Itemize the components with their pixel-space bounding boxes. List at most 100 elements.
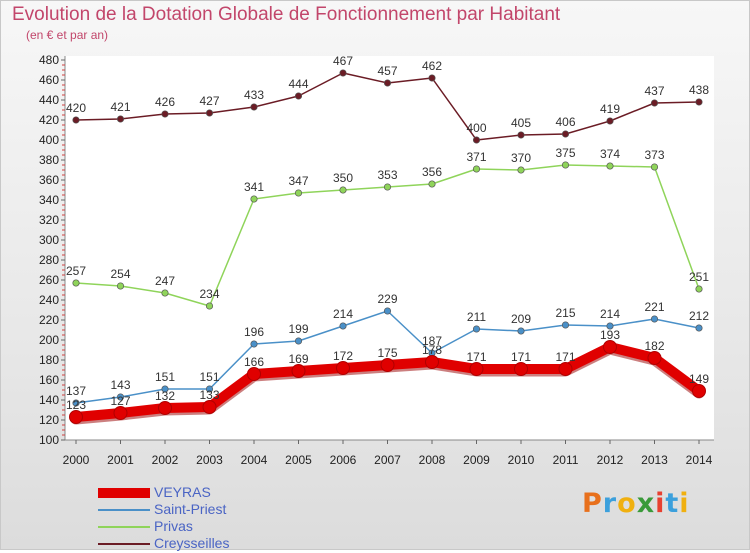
- data-point-veyras: [425, 355, 439, 369]
- data-point-veyras: [692, 384, 706, 398]
- y-tick-label: 480: [39, 53, 59, 67]
- data-label-saint-priest: 214: [333, 307, 353, 321]
- data-point-saint-priest: [650, 315, 659, 323]
- data-label-saint-priest: 187: [422, 334, 442, 348]
- data-label-creysseilles: 405: [511, 116, 531, 130]
- data-point-veyras: [514, 362, 528, 376]
- data-label-privas: 247: [155, 274, 175, 288]
- data-label-veyras: 166: [244, 355, 264, 369]
- data-label-creysseilles: 457: [377, 64, 397, 78]
- y-tick-label: 160: [39, 373, 59, 387]
- logo-letter: x: [636, 488, 656, 519]
- proxiti-logo: Proxiti: [582, 488, 690, 519]
- data-point-saint-priest: [606, 322, 614, 330]
- data-point-privas: [650, 163, 659, 171]
- data-label-creysseilles: 421: [110, 100, 130, 114]
- logo-letter: o: [617, 488, 637, 519]
- data-label-saint-priest: 211: [467, 310, 486, 324]
- data-label-creysseilles: 433: [244, 88, 264, 102]
- y-tick-label: 200: [39, 333, 59, 347]
- x-tick-label: 2007: [374, 453, 401, 467]
- data-point-creysseilles: [472, 136, 481, 144]
- data-point-veyras: [247, 367, 261, 381]
- data-point-saint-priest: [517, 327, 525, 335]
- data-point-creysseilles: [428, 74, 436, 82]
- data-point-privas: [428, 180, 436, 188]
- x-tick-label: 2001: [107, 453, 134, 467]
- data-point-veyras: [336, 361, 350, 375]
- data-point-saint-priest: [205, 385, 214, 393]
- data-point-privas: [695, 285, 703, 293]
- data-label-saint-priest: 137: [66, 384, 86, 398]
- x-tick-label: 2005: [285, 453, 312, 467]
- data-label-veyras: 149: [689, 372, 709, 386]
- data-point-privas: [161, 289, 169, 297]
- data-label-veyras: 175: [377, 346, 397, 360]
- y-tick-label: 260: [39, 273, 59, 287]
- y-tick-label: 220: [39, 313, 59, 327]
- data-label-saint-priest: 151: [155, 370, 175, 384]
- data-label-creysseilles: 462: [422, 59, 442, 73]
- data-point-saint-priest: [161, 385, 169, 393]
- data-point-veyras: [558, 362, 573, 376]
- data-point-privas: [294, 189, 303, 197]
- plot-area: [65, 56, 714, 440]
- data-label-creysseilles: 437: [644, 84, 664, 98]
- y-tick-label: 460: [39, 73, 59, 87]
- legend-label-saint-priest: Saint-Priest: [154, 501, 227, 517]
- legend-label-creysseilles: Creysseilles: [154, 535, 230, 551]
- data-label-creysseilles: 444: [288, 77, 308, 91]
- y-tick-label: 240: [39, 293, 59, 307]
- data-label-creysseilles: 400: [466, 121, 486, 135]
- y-tick-label: 360: [39, 173, 59, 187]
- x-tick-label: 2013: [641, 453, 668, 467]
- data-label-veyras: 172: [333, 349, 353, 363]
- data-label-veyras: 171: [511, 350, 531, 364]
- data-label-saint-priest: 209: [511, 312, 531, 326]
- data-point-privas: [561, 161, 570, 169]
- data-point-creysseilles: [294, 92, 303, 100]
- chart-title: Evolution de la Dotation Globale de Fonc…: [12, 4, 561, 25]
- x-tick-label: 2008: [419, 453, 446, 467]
- data-point-saint-priest: [72, 399, 80, 407]
- data-point-creysseilles: [517, 131, 525, 139]
- x-tick-label: 2003: [196, 453, 223, 467]
- data-label-privas: 251: [689, 270, 709, 284]
- data-label-veyras: 171: [466, 350, 486, 364]
- data-label-privas: 254: [110, 267, 130, 281]
- data-label-creysseilles: 426: [155, 95, 175, 109]
- data-label-saint-priest: 151: [199, 370, 219, 384]
- data-label-saint-priest: 229: [377, 292, 397, 306]
- data-label-privas: 257: [66, 264, 86, 278]
- data-label-veyras: 182: [644, 339, 664, 353]
- data-point-creysseilles: [339, 69, 347, 77]
- data-label-privas: 234: [199, 287, 219, 301]
- data-label-veyras: 127: [110, 394, 130, 408]
- logo-letter: i: [679, 488, 690, 519]
- data-label-saint-priest: 212: [689, 309, 709, 323]
- data-label-creysseilles: 427: [199, 94, 219, 108]
- data-point-creysseilles: [650, 99, 659, 107]
- y-tick-label: 420: [39, 113, 59, 127]
- data-point-creysseilles: [561, 130, 570, 138]
- y-tick-label: 440: [39, 93, 59, 107]
- data-label-privas: 373: [644, 148, 664, 162]
- data-label-privas: 341: [244, 180, 264, 194]
- data-label-saint-priest: 196: [244, 325, 264, 339]
- data-point-saint-priest: [561, 321, 570, 329]
- data-label-saint-priest: 215: [555, 306, 575, 320]
- data-point-veyras: [647, 351, 662, 365]
- x-tick-label: 2012: [597, 453, 624, 467]
- data-point-privas: [116, 282, 125, 290]
- y-tick-label: 300: [39, 233, 59, 247]
- x-tick-label: 2004: [241, 453, 268, 467]
- data-point-saint-priest: [294, 337, 303, 345]
- data-point-creysseilles: [161, 110, 169, 118]
- data-point-creysseilles: [116, 115, 125, 123]
- data-label-privas: 371: [466, 150, 486, 164]
- y-tick-label: 340: [39, 193, 59, 207]
- data-point-privas: [72, 279, 80, 287]
- data-point-veyras: [380, 358, 395, 372]
- data-point-privas: [205, 302, 214, 310]
